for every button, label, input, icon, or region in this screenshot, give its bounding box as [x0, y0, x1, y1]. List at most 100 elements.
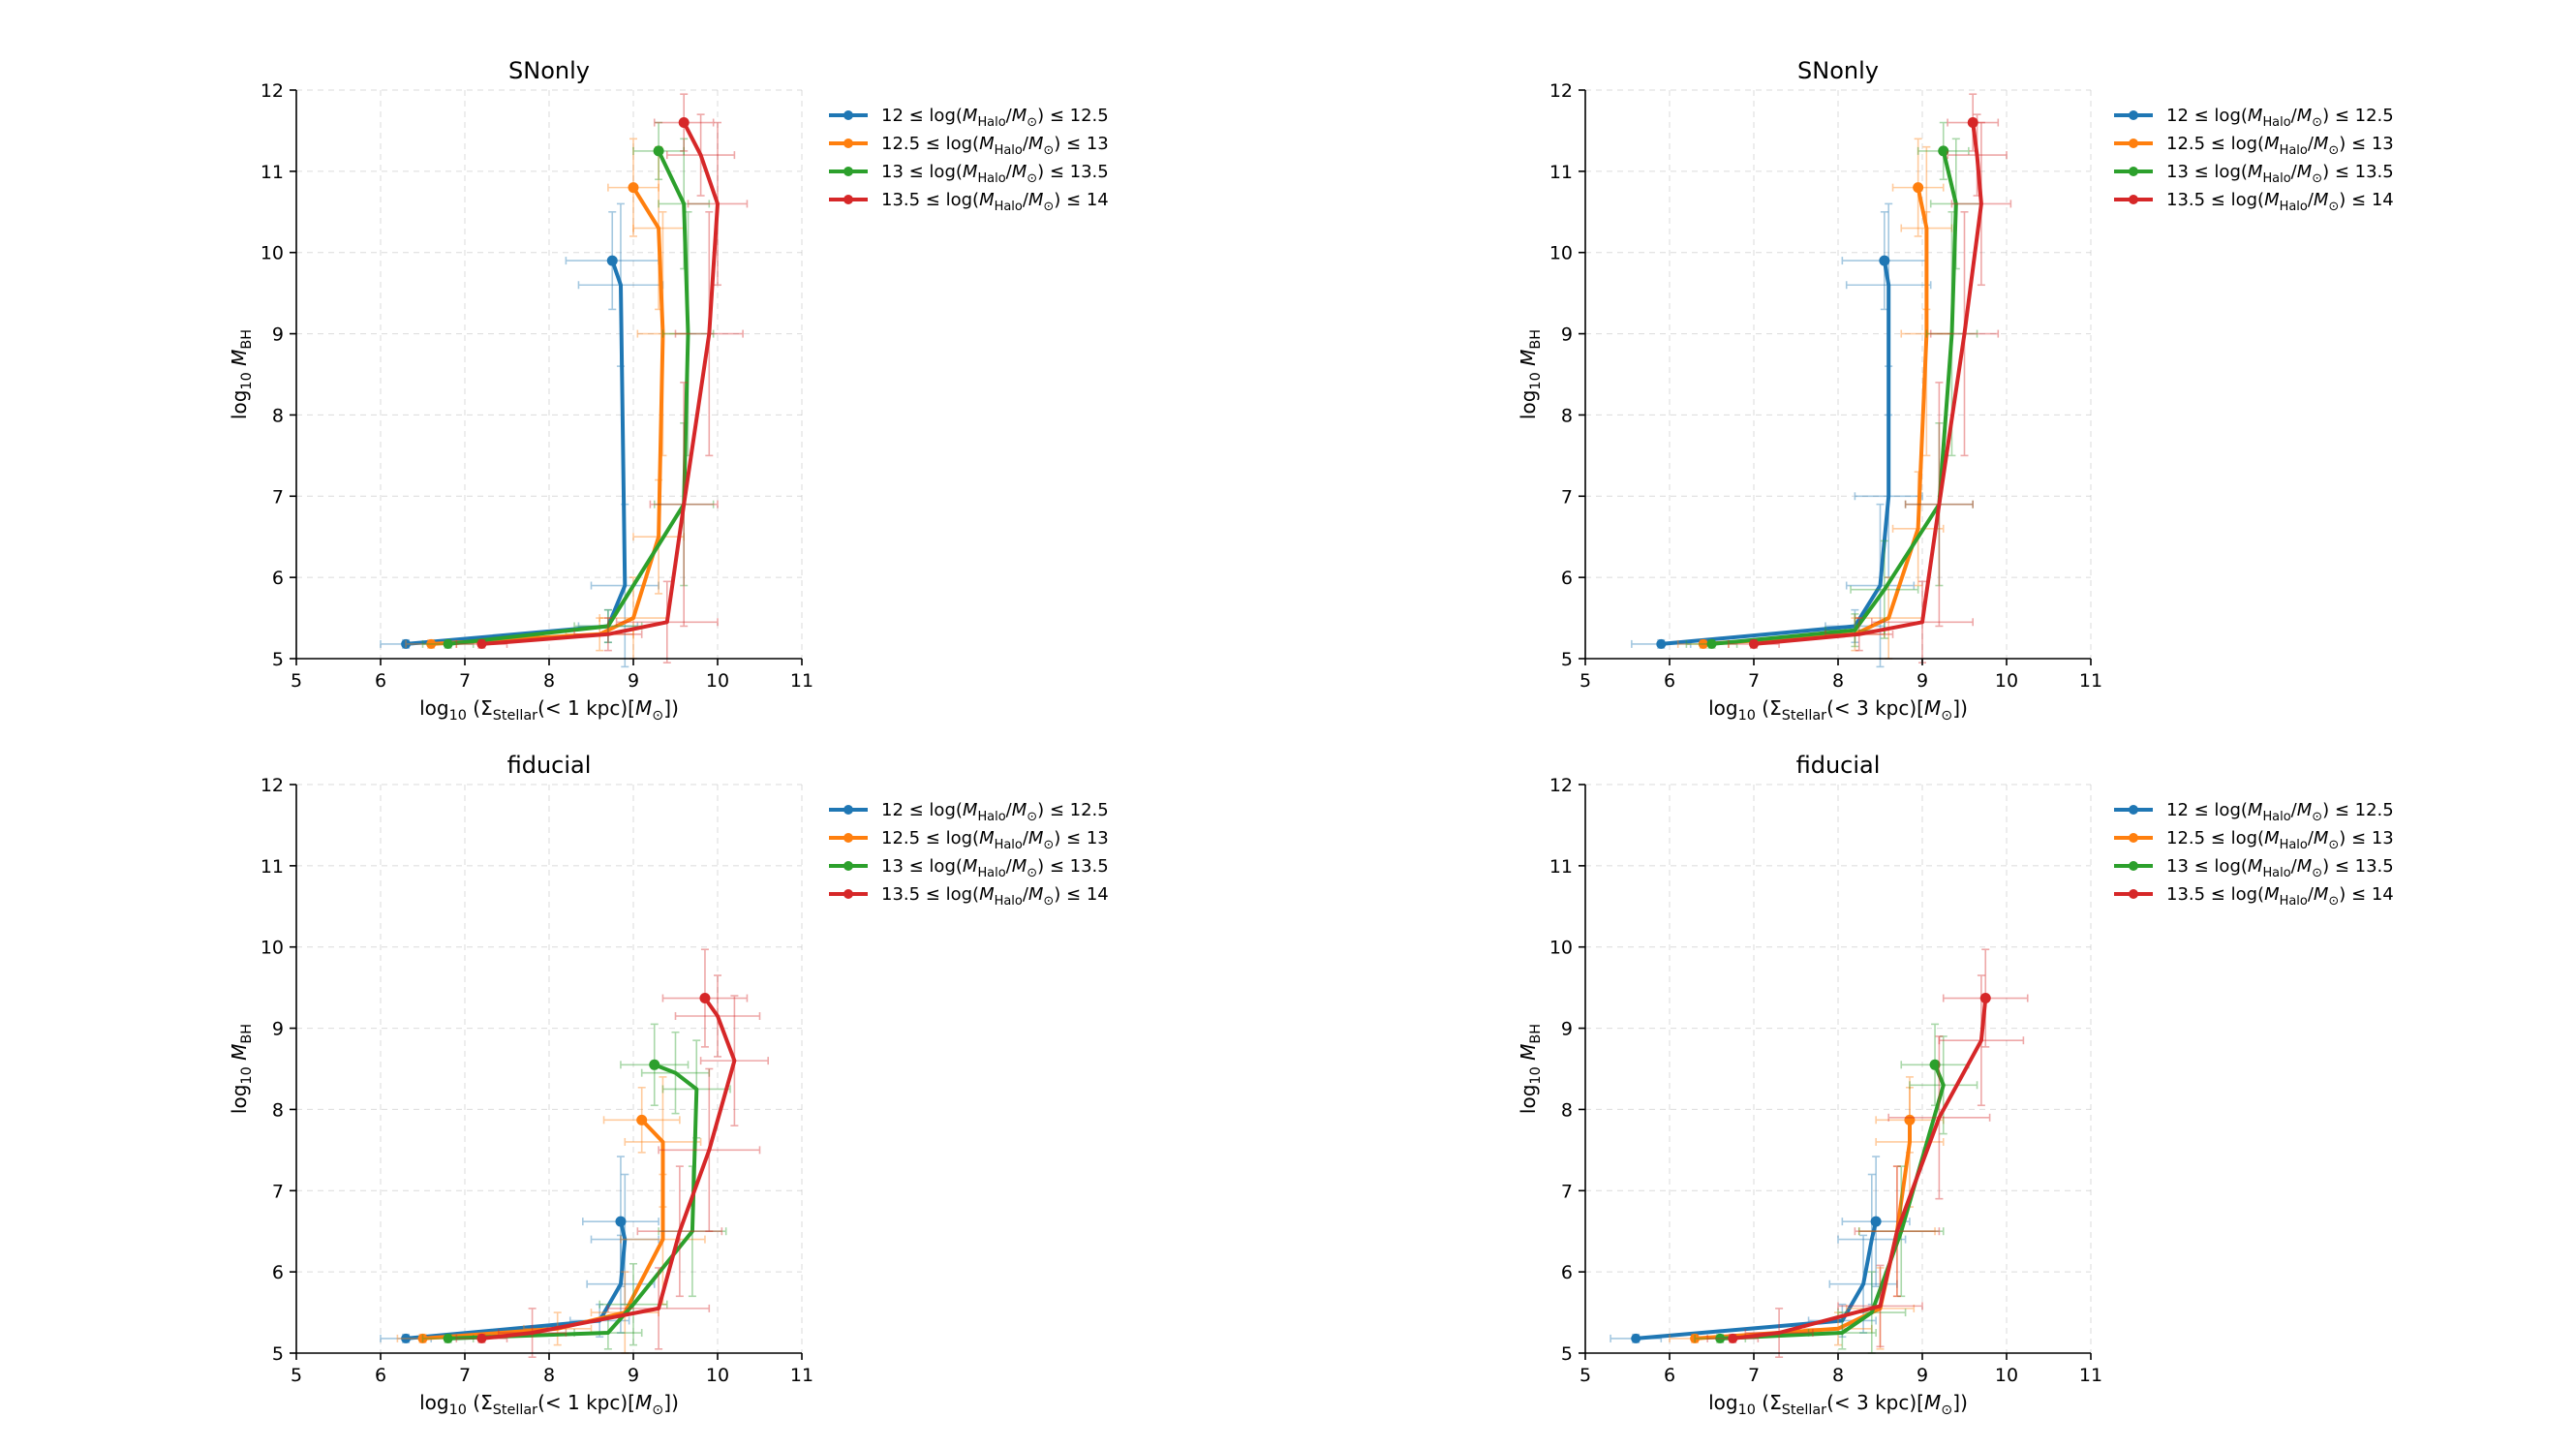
legend-label: 13 ≤ log(MHalo/M⊙) ≤ 13.5 — [881, 856, 1109, 880]
series-line — [422, 1118, 665, 1341]
data-point — [476, 1333, 487, 1343]
series-4 — [455, 93, 749, 663]
data-point — [443, 1333, 453, 1343]
y-tick-label: 9 — [1561, 324, 1573, 346]
data-point — [1631, 1333, 1641, 1343]
x-tick-label: 10 — [706, 1365, 729, 1386]
data-point — [678, 117, 690, 129]
y-tick-label: 12 — [1549, 775, 1573, 796]
data-point — [1929, 1059, 1941, 1070]
data-point — [606, 255, 618, 266]
y-tick-label: 9 — [272, 1019, 284, 1040]
y-tick-label: 9 — [272, 324, 284, 346]
y-axis-label-group: log10 MBH — [1517, 329, 1544, 419]
x-tick-label: 8 — [1832, 670, 1844, 692]
y-tick-label: 11 — [1549, 162, 1573, 183]
chart-panel-4: 5 6 7 8 9 10 11 5 6 7 8 9 10 11 12 fiducial log10 (ΣStel… — [1517, 752, 2394, 1418]
series-line — [405, 260, 628, 646]
x-tick-label: 5 — [291, 1365, 302, 1386]
series-4 — [455, 948, 770, 1358]
legend-label: 12.5 ≤ log(MHalo/M⊙) ≤ 13 — [2166, 134, 2394, 158]
y-axis-label-group: log10 MBH — [1517, 1024, 1544, 1114]
series-line — [405, 1220, 628, 1341]
x-tick-label: 9 — [1917, 670, 1928, 692]
y-axis-label: log10 MBH — [1517, 1024, 1544, 1114]
x-tick-label: 6 — [1664, 670, 1675, 692]
x-tick-label: 9 — [628, 1365, 639, 1386]
series-1 — [380, 1156, 659, 1343]
data-point — [1904, 1114, 1916, 1125]
legend-swatch-marker — [843, 805, 853, 815]
data-point — [401, 1333, 412, 1343]
x-tick-label: 7 — [1748, 1365, 1760, 1386]
x-tick-label: 8 — [1832, 1365, 1844, 1386]
y-tick-label: 7 — [272, 486, 284, 508]
series-line — [481, 997, 737, 1341]
y-tick-label: 6 — [272, 568, 284, 589]
data-point — [1698, 638, 1708, 649]
x-tick-label: 11 — [2079, 1365, 2102, 1386]
y-tick-label: 6 — [1561, 568, 1573, 589]
data-point — [1728, 1333, 1738, 1343]
legend: 12 ≤ log(MHalo/M⊙) ≤ 12.5 12.5 ≤ log(MHal… — [829, 106, 1109, 214]
x-tick-label: 7 — [459, 670, 471, 692]
data-point — [1870, 1216, 1882, 1227]
x-tick-label: 11 — [2079, 670, 2102, 692]
legend-label: 13.5 ≤ log(MHalo/M⊙) ≤ 14 — [881, 884, 1109, 909]
x-tick-label: 8 — [543, 1365, 555, 1386]
x-tick-label: 9 — [1917, 1365, 1928, 1386]
data-point — [1967, 117, 1978, 129]
legend-swatch-marker — [2129, 889, 2138, 899]
chart-title: fiducial — [507, 752, 592, 779]
y-axis-label-group: log10 MBH — [228, 329, 255, 419]
series-3 — [1694, 1023, 1978, 1354]
data-point — [653, 145, 664, 157]
data-point — [1938, 145, 1949, 157]
x-tick-label: 11 — [790, 670, 813, 692]
legend-label: 12 ≤ log(MHalo/M⊙) ≤ 12.5 — [881, 800, 1109, 824]
legend-swatch-marker — [2129, 833, 2138, 843]
y-tick-label: 5 — [272, 649, 284, 670]
y-tick-label: 12 — [261, 775, 284, 796]
legend-label: 13.5 ≤ log(MHalo/M⊙) ≤ 14 — [2166, 884, 2394, 909]
series-line — [1711, 150, 1958, 646]
series-4 — [1706, 948, 2029, 1358]
data-point — [1706, 638, 1717, 649]
x-tick-label: 11 — [790, 1365, 813, 1386]
legend-label: 13 ≤ log(MHalo/M⊙) ≤ 13.5 — [2166, 162, 2394, 186]
data-point — [649, 1059, 660, 1070]
x-tick-label: 5 — [291, 670, 302, 692]
legend-swatch-marker — [2129, 861, 2138, 871]
series-3 — [421, 121, 715, 649]
legend-swatch-marker — [843, 110, 853, 120]
x-axis-label: log10 (ΣStellar(< 3 kpc)[M⊙]) — [1708, 1391, 1968, 1418]
data-point — [636, 1114, 648, 1125]
y-axis-label: log10 MBH — [228, 1024, 255, 1114]
legend-label: 13 ≤ log(MHalo/M⊙) ≤ 13.5 — [881, 162, 1109, 186]
y-tick-label: 11 — [261, 162, 284, 183]
series-3 — [1685, 121, 1982, 649]
series-4 — [1728, 93, 2012, 663]
legend-label: 13 ≤ log(MHalo/M⊙) ≤ 13.5 — [2166, 856, 2394, 880]
series-line — [1753, 122, 1983, 646]
data-point — [443, 638, 453, 649]
chart-title: fiducial — [1796, 752, 1881, 779]
series-line — [481, 121, 720, 646]
data-point — [1749, 638, 1759, 649]
x-tick-label: 10 — [1995, 1365, 2018, 1386]
y-tick-label: 5 — [1561, 1343, 1573, 1365]
data-point — [417, 1333, 428, 1343]
y-tick-label: 7 — [272, 1181, 284, 1202]
chart-title: SNonly — [1797, 57, 1879, 84]
legend-swatch-marker — [843, 195, 853, 204]
data-point — [401, 638, 412, 649]
legend-swatch-marker — [843, 889, 853, 899]
legend-swatch-marker — [843, 861, 853, 871]
series-2 — [405, 138, 690, 660]
series-line — [1636, 1220, 1879, 1341]
x-tick-label: 8 — [543, 670, 555, 692]
x-tick-label: 7 — [1748, 670, 1760, 692]
series-line — [1661, 260, 1891, 646]
y-tick-label: 11 — [1549, 856, 1573, 878]
